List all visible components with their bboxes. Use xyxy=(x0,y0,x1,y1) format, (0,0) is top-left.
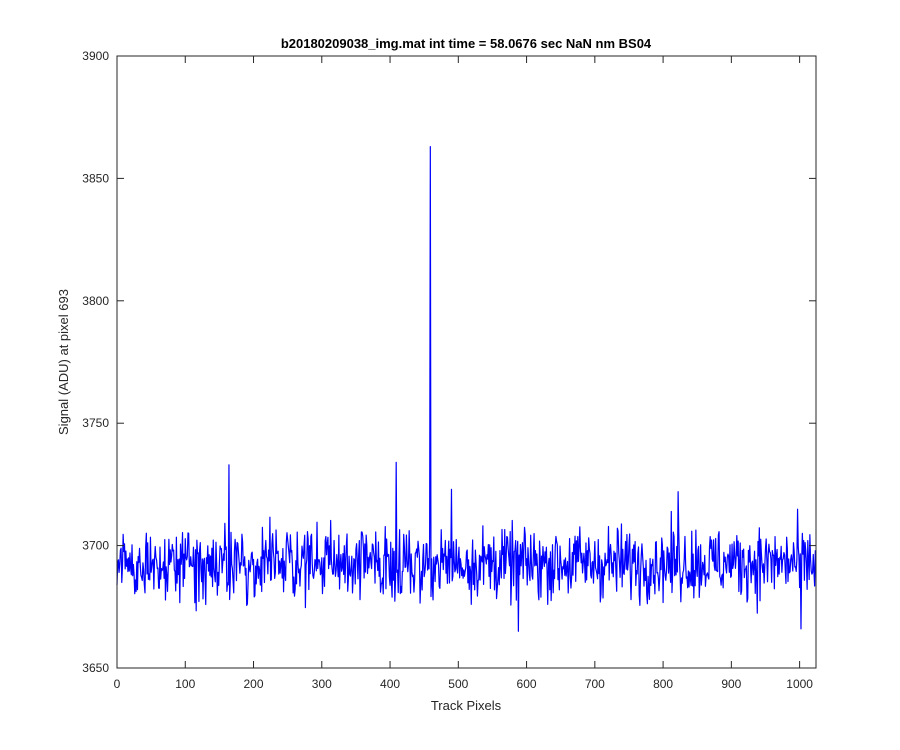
plot-area xyxy=(117,56,816,668)
x-tick-label: 0 xyxy=(114,677,121,691)
signal-series-line xyxy=(116,145,816,632)
y-tick-label: 3850 xyxy=(82,171,109,185)
y-tick-label: 3750 xyxy=(82,416,109,430)
x-axis: 0 100 200 300 400 500 600 700 800 900 1000 xyxy=(114,56,813,691)
x-tick-label: 1000 xyxy=(786,677,813,691)
x-tick-label: 600 xyxy=(517,677,537,691)
y-tick-label: 3900 xyxy=(82,49,109,63)
y-tick-label: 3650 xyxy=(82,661,109,675)
x-tick-label: 800 xyxy=(653,677,673,691)
x-tick-label: 100 xyxy=(175,677,195,691)
x-axis-label: Track Pixels xyxy=(431,698,502,713)
series-layer xyxy=(116,145,816,632)
axes-box xyxy=(116,55,817,669)
x-tick-label: 700 xyxy=(585,677,605,691)
x-tick-label: 200 xyxy=(244,677,264,691)
x-tick-label: 300 xyxy=(312,677,332,691)
y-tick-label: 3700 xyxy=(82,539,109,553)
x-tick-label: 400 xyxy=(380,677,400,691)
x-tick-label: 500 xyxy=(448,677,468,691)
y-tick-label: 3800 xyxy=(82,294,109,308)
y-axis: 3650 3700 3750 3800 3850 3900 xyxy=(82,49,816,675)
chart-title: b20180209038_img.mat int time = 58.0676 … xyxy=(281,36,652,51)
x-tick-label: 900 xyxy=(721,677,741,691)
y-axis-label: Signal (ADU) at pixel 693 xyxy=(56,289,71,435)
